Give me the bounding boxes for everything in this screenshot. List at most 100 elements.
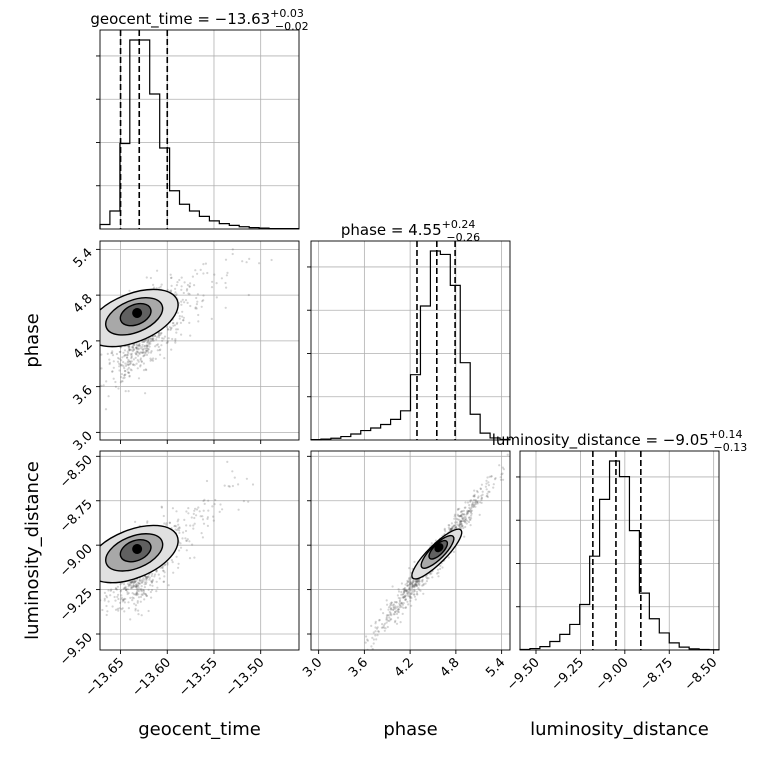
- sample-point: [123, 349, 127, 352]
- sample-point: [399, 621, 402, 624]
- sample-point: [413, 588, 416, 592]
- sample-point: [215, 296, 218, 299]
- sample-point: [389, 612, 392, 615]
- sample-point: [145, 349, 148, 352]
- sample-point: [395, 622, 399, 625]
- sample-point: [226, 460, 229, 463]
- y-tick-label: 3.6: [71, 383, 96, 408]
- sample-point: [421, 579, 424, 582]
- sample-point: [188, 285, 191, 288]
- sample-point: [147, 338, 150, 341]
- sample-point: [487, 484, 490, 487]
- hist-panel-phase: phase = 4.55+0.24 −0.26: [307, 218, 511, 441]
- sample-point: [437, 575, 440, 578]
- sample-point: [444, 530, 447, 533]
- sample-point: [142, 340, 145, 344]
- sample-point: [180, 333, 183, 336]
- sample-point: [130, 346, 134, 349]
- sample-point: [455, 526, 458, 529]
- sample-point: [402, 588, 405, 591]
- sample-point: [149, 337, 153, 340]
- sample-point: [202, 509, 205, 512]
- x-axis-label: geocent_time: [138, 719, 261, 740]
- sample-point: [141, 348, 144, 351]
- sample-point: [448, 524, 451, 527]
- sample-point: [416, 580, 419, 583]
- sample-point: [145, 581, 148, 584]
- sample-point: [470, 509, 474, 512]
- sample-point: [147, 338, 150, 341]
- sample-point: [389, 613, 392, 616]
- sample-point: [126, 356, 129, 359]
- sample-point: [411, 580, 414, 584]
- sample-point: [395, 609, 398, 612]
- sample-point: [466, 512, 469, 516]
- sample-point: [399, 604, 402, 607]
- sample-point: [414, 585, 417, 588]
- sample-point: [415, 580, 418, 583]
- sample-point: [156, 349, 159, 352]
- sample-point: [145, 353, 149, 356]
- sample-point: [147, 575, 150, 578]
- sample-point: [111, 370, 114, 373]
- sample-point: [124, 370, 127, 373]
- y-axis-luminosity_distance: −9.50 −9.25 −9.00 −8.75 −8.50 luminosity_dist…: [22, 453, 100, 669]
- sample-point: [128, 360, 131, 363]
- sample-point: [122, 351, 125, 354]
- sample-point: [152, 339, 155, 342]
- sample-point: [187, 292, 190, 295]
- sample-point: [184, 299, 188, 302]
- sample-point: [126, 354, 129, 357]
- sample-point: [141, 593, 144, 597]
- sample-point: [132, 346, 135, 349]
- sample-point: [463, 516, 466, 519]
- sample-point: [211, 280, 214, 283]
- sample-point: [462, 509, 465, 512]
- sample-point: [461, 517, 464, 520]
- sample-point: [459, 520, 462, 523]
- sample-point: [137, 590, 140, 593]
- sample-point: [128, 581, 131, 584]
- sample-point: [170, 348, 173, 351]
- sample-point: [474, 498, 477, 502]
- plot-area: [100, 460, 255, 621]
- sample-point: [203, 502, 206, 505]
- sample-point: [486, 492, 489, 495]
- sample-point: [411, 585, 414, 588]
- sample-point: [130, 369, 133, 372]
- sample-point: [131, 596, 134, 599]
- sample-point: [145, 579, 148, 582]
- sample-point: [139, 345, 142, 348]
- sample-point: [133, 602, 136, 605]
- sample-point: [147, 339, 150, 343]
- sample-point: [142, 354, 145, 357]
- sample-point: [128, 344, 131, 347]
- axes-frame: [99, 450, 300, 651]
- sample-point: [125, 587, 128, 590]
- sample-point: [414, 582, 418, 585]
- y-tick-label: −9.25: [57, 586, 96, 625]
- sample-point: [145, 577, 148, 580]
- sample-point: [112, 591, 115, 594]
- sample-point: [417, 587, 420, 590]
- sample-point: [144, 576, 147, 579]
- sample-point: [135, 346, 138, 349]
- sample-point: [411, 584, 414, 588]
- sample-point: [122, 365, 125, 368]
- sample-point: [485, 479, 488, 482]
- sample-point: [414, 580, 417, 583]
- sample-point: [181, 315, 184, 318]
- sample-point: [213, 503, 216, 506]
- sample-point: [155, 580, 158, 583]
- sample-point: [151, 338, 154, 341]
- sample-point: [161, 339, 164, 342]
- sample-point: [392, 606, 395, 609]
- sample-point: [132, 582, 135, 585]
- sample-point: [105, 596, 109, 599]
- sample-point: [464, 518, 467, 521]
- sample-point: [144, 593, 147, 596]
- sample-point: [163, 571, 166, 574]
- sample-point: [247, 293, 250, 297]
- sample-point: [447, 526, 450, 529]
- sample-point: [386, 619, 389, 622]
